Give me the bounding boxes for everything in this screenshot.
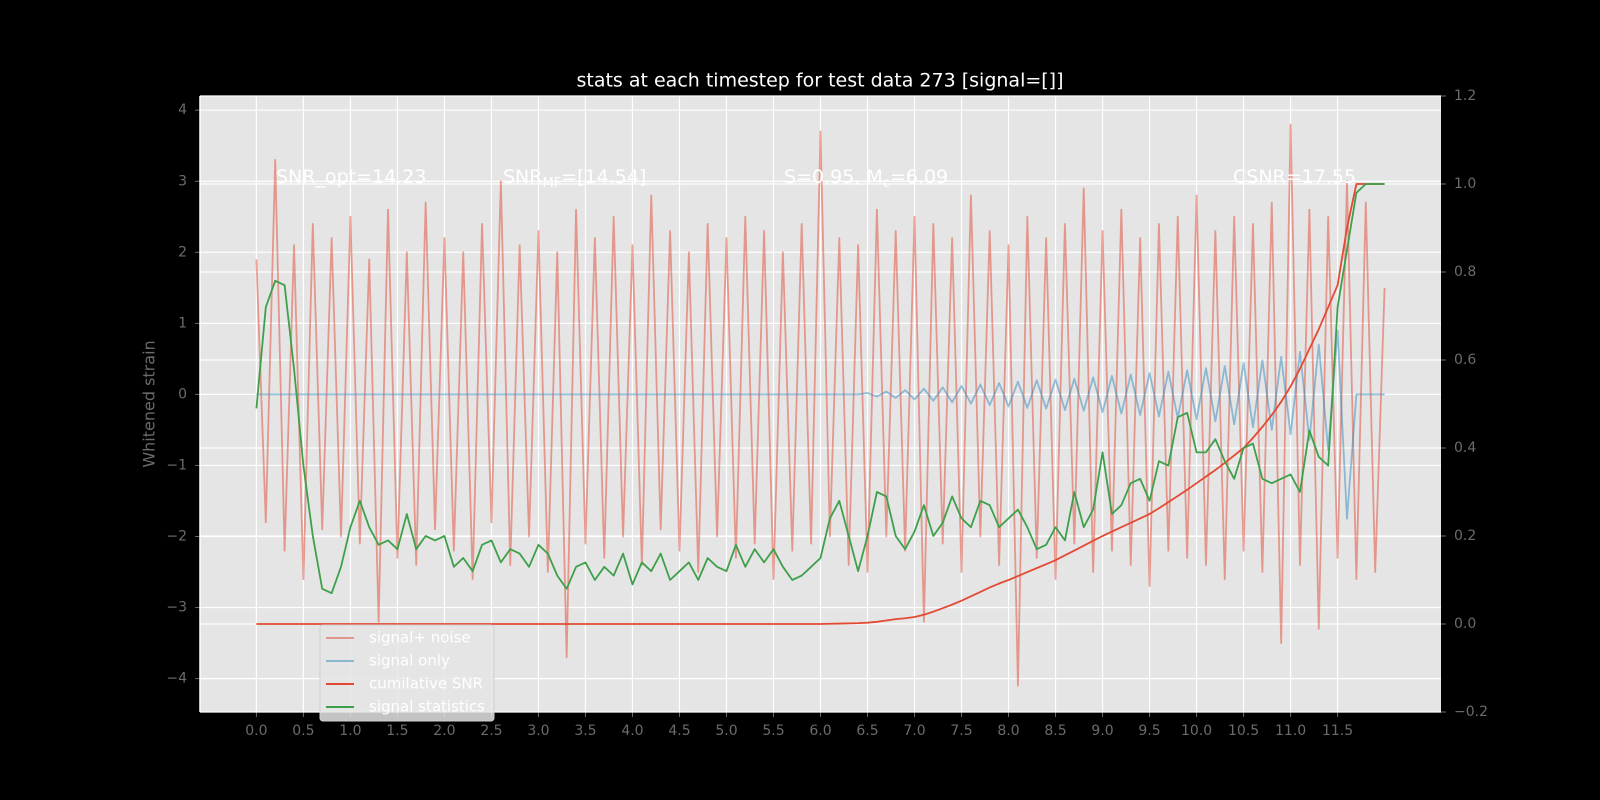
annotation: SNR_opt=14.23 xyxy=(276,166,426,188)
y2-tick-label: −0.2 xyxy=(1454,704,1488,720)
annotation-part: S=0.95, M xyxy=(784,166,883,188)
y-tick-label: 1 xyxy=(178,315,187,331)
legend-label: cumilative SNR xyxy=(369,675,483,693)
y-tick-label: −2 xyxy=(166,529,187,545)
x-tick-label: 10.5 xyxy=(1228,723,1259,739)
annotation-part: SNR_opt=14.23 xyxy=(276,166,426,188)
x-tick-label: 1.0 xyxy=(339,723,361,739)
y-axis-label: Whitened strain xyxy=(140,340,159,467)
x-tick-label: 4.5 xyxy=(668,723,690,739)
x-tick-label: 0.5 xyxy=(292,723,314,739)
legend-label: signal only xyxy=(369,652,450,670)
x-tick-label: 3.0 xyxy=(527,723,549,739)
chart-title: stats at each timestep for test data 273… xyxy=(576,70,1063,92)
x-tick-label: 7.5 xyxy=(950,723,972,739)
x-tick-label: 3.5 xyxy=(574,723,596,739)
annotation: S=0.95, Mc=6.09 xyxy=(784,166,948,191)
legend-label: signal statistics xyxy=(369,698,485,716)
x-tick-label: 11.5 xyxy=(1322,723,1353,739)
x-tick-label: 7.0 xyxy=(903,723,925,739)
y-tick-label: 3 xyxy=(178,173,187,189)
legend-label: signal+ noise xyxy=(369,629,471,647)
y2-tick-label: 1.2 xyxy=(1454,88,1476,104)
x-tick-label: 5.0 xyxy=(715,723,737,739)
series-line xyxy=(255,183,1385,595)
y2-tick-label: 0.8 xyxy=(1454,264,1476,280)
annotation-part: MF xyxy=(542,176,561,191)
y-tick-label: −4 xyxy=(166,671,187,687)
annotation-part: =6.09 xyxy=(890,166,948,188)
x-tick-label: 1.5 xyxy=(386,723,408,739)
x-tick-label: 2.0 xyxy=(433,723,455,739)
legend-box xyxy=(319,624,495,722)
y2-tick-label: 0.2 xyxy=(1454,528,1476,544)
x-tick-label: 9.0 xyxy=(1091,723,1113,739)
series-line xyxy=(256,329,1385,520)
y-tick-label: 2 xyxy=(178,244,187,260)
x-tick-label: 6.0 xyxy=(809,723,831,739)
x-tick-label: 4.0 xyxy=(621,723,643,739)
x-tick-label: 2.5 xyxy=(480,723,502,739)
annotation: CSNR=17.55 xyxy=(1233,166,1356,188)
x-tick-label: 6.5 xyxy=(856,723,878,739)
x-tick-label: 0.0 xyxy=(245,723,267,739)
x-tick-label: 5.5 xyxy=(762,723,784,739)
y2-tick-label: 1.0 xyxy=(1454,176,1476,192)
y-tick-label: 0 xyxy=(178,386,187,402)
y-tick-label: −3 xyxy=(166,600,187,616)
x-tick-label: 8.5 xyxy=(1044,723,1066,739)
y2-tick-label: 0.0 xyxy=(1454,616,1476,632)
x-tick-label: 8.0 xyxy=(997,723,1019,739)
y2-tick-label: 0.6 xyxy=(1454,352,1476,368)
y-tick-label: −1 xyxy=(166,457,187,473)
annotation-part: SNR xyxy=(503,166,542,188)
annotation: SNRMF=[14.54] xyxy=(503,166,646,191)
x-tick-label: 9.5 xyxy=(1138,723,1160,739)
annotation-part: CSNR=17.55 xyxy=(1233,166,1356,188)
series-line xyxy=(256,183,1385,625)
annotation-part: =[14.54] xyxy=(561,166,646,188)
x-tick-label: 10.0 xyxy=(1181,723,1212,739)
x-tick-label: 11.0 xyxy=(1275,723,1306,739)
y-tick-label: 4 xyxy=(178,102,187,118)
y2-tick-label: 0.4 xyxy=(1454,440,1476,456)
annotation-part: c xyxy=(883,176,890,191)
series-line xyxy=(255,123,1386,687)
